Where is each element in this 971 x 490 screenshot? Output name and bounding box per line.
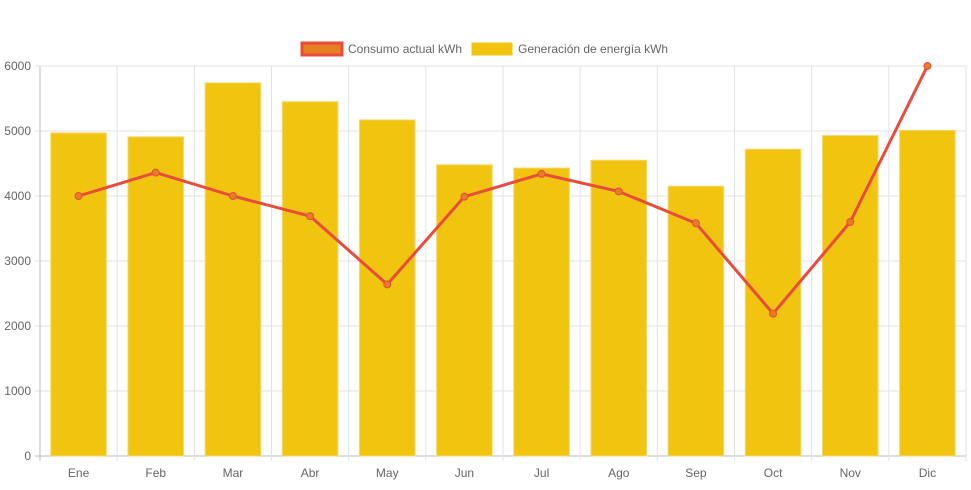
y-tick-label: 1000 — [4, 384, 31, 398]
point-consumo — [74, 192, 83, 200]
bar-generacion — [899, 129, 956, 457]
bar-generacion — [50, 132, 107, 457]
x-tick-label: Oct — [764, 466, 783, 480]
y-tick-label: 0 — [24, 449, 31, 463]
x-tick-label: Ago — [608, 466, 630, 480]
bar-generacion — [667, 185, 725, 457]
legend-item-consumo[interactable]: Consumo actual kWh — [300, 41, 462, 57]
x-tick-label: Nov — [840, 466, 861, 480]
x-tick-label: Feb — [145, 466, 166, 480]
point-consumo — [923, 62, 932, 70]
x-tick-label: May — [376, 466, 399, 480]
bar-generacion — [821, 135, 879, 457]
point-consumo — [151, 168, 160, 177]
line-consumo — [78, 65, 929, 316]
legend: Consumo actual kWh Generación de energía… — [300, 41, 668, 57]
y-tick-label: 3000 — [4, 254, 31, 268]
bar-generacion — [744, 148, 802, 457]
x-tick-label: Abr — [301, 466, 320, 480]
legend-swatch-generacion — [471, 42, 513, 56]
x-tick-label: Sep — [685, 466, 707, 480]
x-tick-label: Mar — [223, 466, 244, 480]
y-tick-label: 5000 — [4, 124, 31, 138]
point-consumo — [228, 192, 237, 200]
line-series — [74, 62, 932, 318]
y-tick-label: 2000 — [4, 319, 31, 333]
bar-generacion — [436, 164, 493, 457]
point-consumo — [383, 280, 392, 289]
x-tick-label: Dic — [919, 466, 936, 480]
legend-label-consumo: Consumo actual kWh — [348, 42, 462, 56]
bar-generacion — [204, 82, 262, 457]
point-consumo — [614, 187, 623, 196]
point-consumo — [769, 309, 778, 318]
bar-generacion — [590, 159, 648, 457]
y-tick-label: 6000 — [4, 59, 31, 73]
legend-label-generacion: Generación de energía kWh — [518, 42, 668, 56]
axes: 0 1000 2000 3000 4000 5000 6000 Ene Feb Mar Abr May… — [4, 59, 936, 480]
bar-generacion — [127, 136, 185, 457]
x-tick-label: Jun — [455, 466, 474, 480]
point-consumo — [306, 212, 315, 221]
y-tick-label: 4000 — [4, 189, 31, 203]
legend-swatch-consumo — [300, 41, 344, 57]
point-consumo — [460, 192, 469, 201]
legend-item-generacion[interactable]: Generación de energía kWh — [471, 42, 668, 56]
point-consumo — [691, 219, 700, 228]
bar-generacion — [513, 167, 570, 457]
point-consumo — [537, 169, 546, 178]
bar-generacion — [281, 101, 339, 457]
grid — [35, 65, 967, 461]
point-consumo — [846, 218, 855, 226]
x-tick-label: Jul — [534, 466, 549, 480]
x-tick-label: Ene — [68, 466, 90, 480]
